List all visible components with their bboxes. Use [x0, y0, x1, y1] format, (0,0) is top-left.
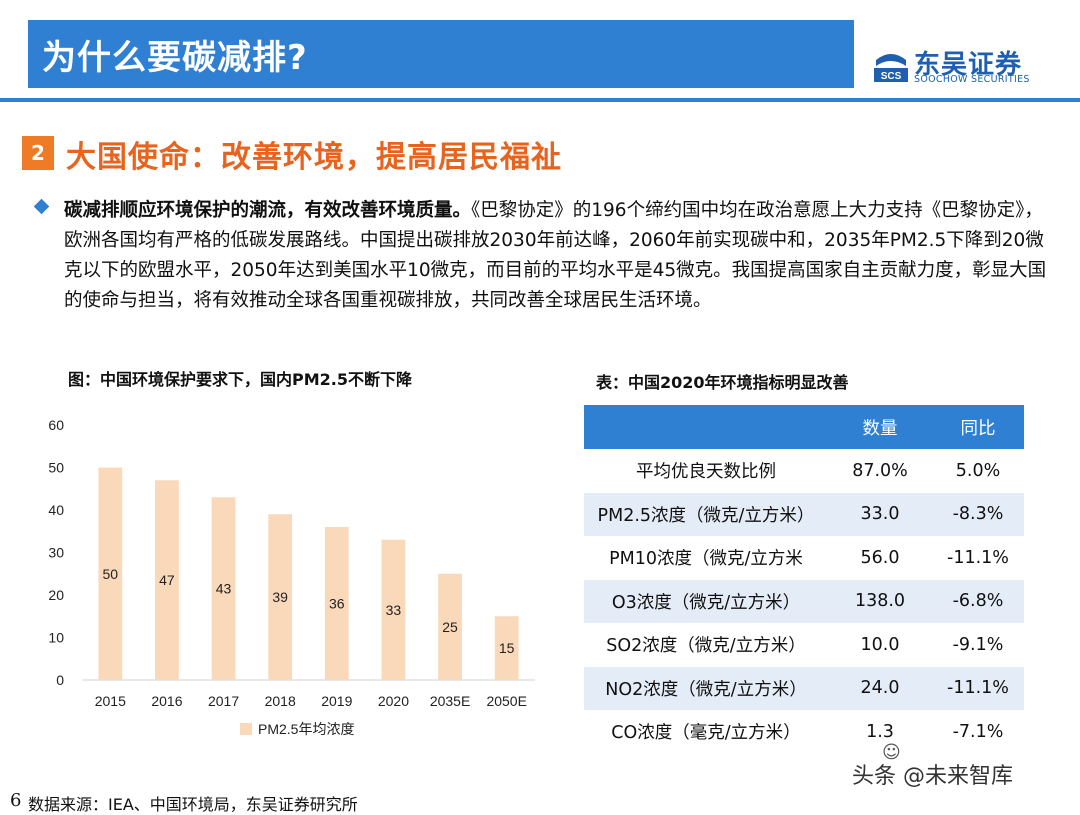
- data-label: 15: [499, 640, 515, 656]
- bar: [438, 573, 462, 680]
- row-yoy: -9.1%: [952, 634, 1004, 655]
- data-label: 36: [329, 596, 345, 612]
- row-quantity: 10.0: [860, 634, 900, 655]
- page-title: 为什么要碳减排?: [42, 38, 308, 78]
- table-row: PM2.5浓度（微克/立方米） 33.0 -8.3%: [584, 492, 1024, 536]
- data-label: 43: [216, 581, 232, 597]
- page-number: 6: [10, 790, 22, 811]
- row-yoy: -11.1%: [947, 547, 1009, 568]
- row-label: SO2浓度（微克/立方米）: [606, 636, 806, 657]
- y-tick-label: 10: [48, 630, 64, 646]
- bar: [98, 467, 123, 680]
- wechat-icon: ☺: [882, 742, 901, 763]
- section-number: 2: [22, 136, 54, 170]
- y-tick-label: 50: [48, 460, 64, 476]
- y-tick-label: 30: [48, 545, 64, 561]
- table-row: 平均优良天数比例 87.0% 5.0%: [584, 449, 1024, 493]
- row-quantity: 1.3: [866, 721, 894, 742]
- row-quantity: 33.0: [828, 492, 932, 536]
- x-tick-label: 2018: [265, 693, 296, 709]
- logo-chinese: 东吴证券: [914, 50, 1023, 80]
- bar: [324, 527, 349, 680]
- data-label: 25: [442, 619, 458, 635]
- row-yoy: -11.1%: [932, 666, 1024, 710]
- table-row: SO2浓度（微克/立方米） 10.0 -9.1%: [584, 623, 1024, 667]
- table-caption: 表：中国2020年环境指标明显改善: [596, 373, 849, 392]
- header-bar: [28, 20, 854, 88]
- x-tick-label: 2050E: [486, 693, 526, 709]
- bullet-lead: 碳减排顺应环境保护的潮流，有效改善环境质量。: [64, 200, 472, 221]
- header-divider: [0, 98, 1080, 102]
- environment-indicators-table: 数量 同比 平均优良天数比例 87.0% 5.0% PM2.5浓度（微克/立方米…: [584, 405, 1024, 754]
- diamond-bullet-icon: [33, 198, 50, 215]
- section-title: 大国使命：改善环境，提高居民福祉: [66, 140, 562, 175]
- data-label: 47: [159, 572, 175, 588]
- table-header-yoy: 同比: [932, 405, 1024, 449]
- y-tick-label: 60: [48, 417, 64, 433]
- bar: [155, 480, 179, 680]
- bullet-paragraph: 碳减排顺应环境保护的潮流，有效改善环境质量。《巴黎协定》的196个缔约国中均在政…: [64, 196, 1054, 316]
- y-tick-label: 40: [48, 502, 64, 518]
- legend-swatch: [240, 723, 252, 735]
- bullet-body: 《巴黎协定》的196个缔约国中均在政治意愿上大力支持《巴黎协定》，欧洲各国均有严…: [64, 200, 1047, 311]
- row-label: PM10浓度（微克/立方米: [609, 549, 803, 570]
- x-tick-label: 2017: [208, 693, 239, 709]
- row-yoy: -7.1%: [952, 721, 1004, 742]
- y-tick-label: 0: [56, 672, 64, 688]
- figure-caption: 图：中国环境保护要求下，国内PM2.5不断下降: [68, 370, 412, 389]
- row-quantity: 24.0: [828, 666, 932, 710]
- data-label: 50: [103, 566, 119, 582]
- row-label: 平均优良天数比例: [636, 462, 776, 483]
- row-yoy: 5.0%: [955, 460, 1001, 481]
- bar: [268, 514, 293, 680]
- row-label: CO浓度（毫克/立方米）: [611, 723, 801, 744]
- x-tick-label: 2015: [95, 693, 126, 709]
- row-label: NO2浓度（微克/立方米）: [584, 666, 828, 710]
- table-row: NO2浓度（微克/立方米） 24.0 -11.1%: [584, 666, 1024, 710]
- table-header-row: 数量 同比: [584, 405, 1024, 449]
- table-header-quantity: 数量: [828, 405, 932, 449]
- pm25-bar-chart: 0 10 20 30 40 50 60 50 2015 47 2016 43 2017 39 2018 36 2…: [48, 417, 535, 737]
- bar: [211, 497, 236, 680]
- table-row: O3浓度（微克/立方米） 138.0 -6.8%: [584, 579, 1024, 623]
- y-tick-label: 20: [48, 587, 64, 603]
- row-label: O3浓度（微克/立方米）: [584, 579, 828, 623]
- brand-logo: SCS 东吴证券 SOOCHOW SECURITIES: [872, 48, 1032, 88]
- row-quantity: 138.0: [828, 579, 932, 623]
- x-tick-label: 2035E: [430, 693, 470, 709]
- x-tick-label: 2016: [151, 693, 182, 709]
- row-yoy: -8.3%: [932, 492, 1024, 536]
- bar: [494, 616, 519, 680]
- bar: [381, 539, 406, 680]
- row-quantity: 87.0%: [852, 460, 908, 481]
- table-row: CO浓度（毫克/立方米） 1.3 -7.1%: [584, 710, 1024, 754]
- legend-label: PM2.5年均浓度: [258, 721, 354, 737]
- row-quantity: 56.0: [860, 547, 900, 568]
- data-label: 33: [386, 602, 402, 618]
- logo-english: SOOCHOW SECURITIES: [914, 74, 1030, 85]
- watermark-text: 头条 @未来智库: [852, 764, 1013, 789]
- table-header-label: [584, 405, 828, 449]
- table-row: PM10浓度（微克/立方米 56.0 -11.1%: [584, 536, 1024, 580]
- data-label: 39: [272, 589, 288, 605]
- data-source: 数据来源：IEA、中国环境局，东吴证券研究所: [28, 795, 358, 814]
- row-yoy: -6.8%: [932, 579, 1024, 623]
- logo-mark-icon: SCS: [874, 54, 908, 82]
- row-label: PM2.5浓度（微克/立方米）: [584, 492, 828, 536]
- x-tick-label: 2019: [321, 693, 352, 709]
- logo-mark-text: SCS: [881, 71, 902, 82]
- x-tick-label: 2020: [378, 693, 409, 709]
